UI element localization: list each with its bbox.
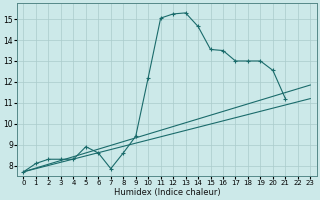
X-axis label: Humidex (Indice chaleur): Humidex (Indice chaleur) xyxy=(114,188,220,197)
